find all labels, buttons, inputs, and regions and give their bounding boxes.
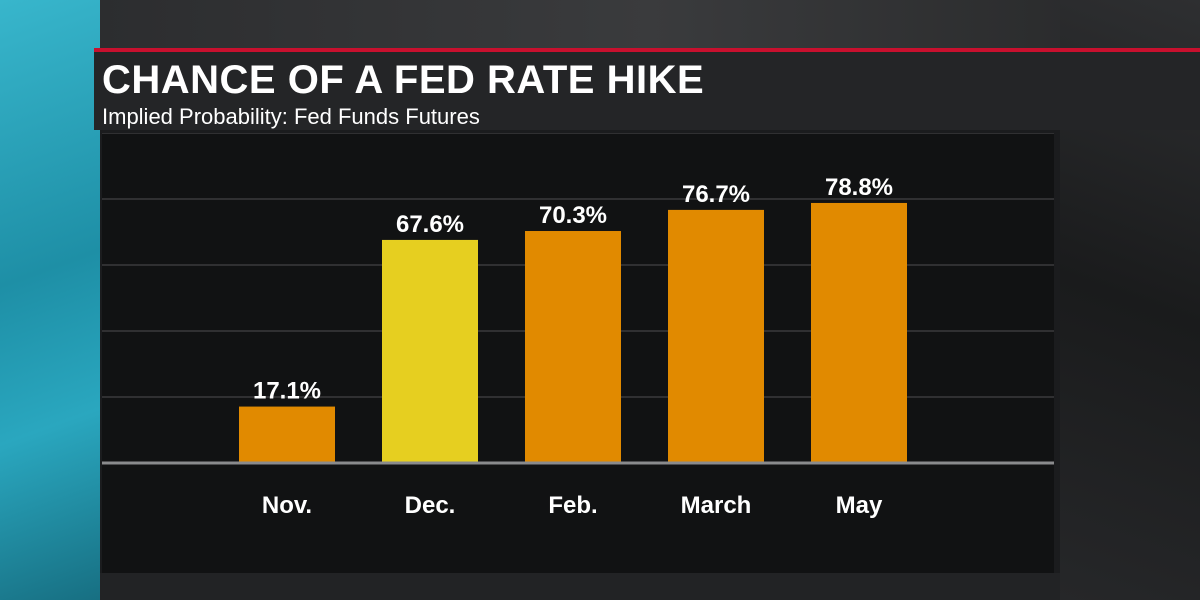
background-left-panel [0,0,100,600]
chart-subtitle: Implied Probability: Fed Funds Futures [102,104,480,129]
bar-feb [525,231,621,463]
data-label: 78.8% [825,174,893,201]
x-tick-label: Nov. [262,492,312,519]
data-label: 76.7% [682,181,750,208]
chart-panel: 17.1% Nov. 67.6% Dec. 70.3% Feb. 76.7% March 78.… [102,133,1054,573]
background-top-band [100,0,1200,48]
x-tick-label: Feb. [548,492,597,519]
chart-header: CHANCE OF A FED RATE HIKE Implied Probab… [94,48,1200,130]
bar-may [811,202,907,463]
data-label: 67.6% [396,211,464,238]
bar-march [668,209,764,463]
bottom-strip [100,573,1060,600]
bar-nov [239,406,335,463]
x-tick-label: May [836,492,883,519]
data-label: 70.3% [539,202,607,229]
chart-title: CHANCE OF A FED RATE HIKE [102,58,705,102]
bar-chart: 17.1% Nov. 67.6% Dec. 70.3% Feb. 76.7% March 78.… [102,133,1054,519]
x-tick-label: Dec. [405,492,456,519]
x-tick-label: March [681,492,752,519]
data-label: 17.1% [253,378,321,405]
bar-dec [382,239,478,463]
